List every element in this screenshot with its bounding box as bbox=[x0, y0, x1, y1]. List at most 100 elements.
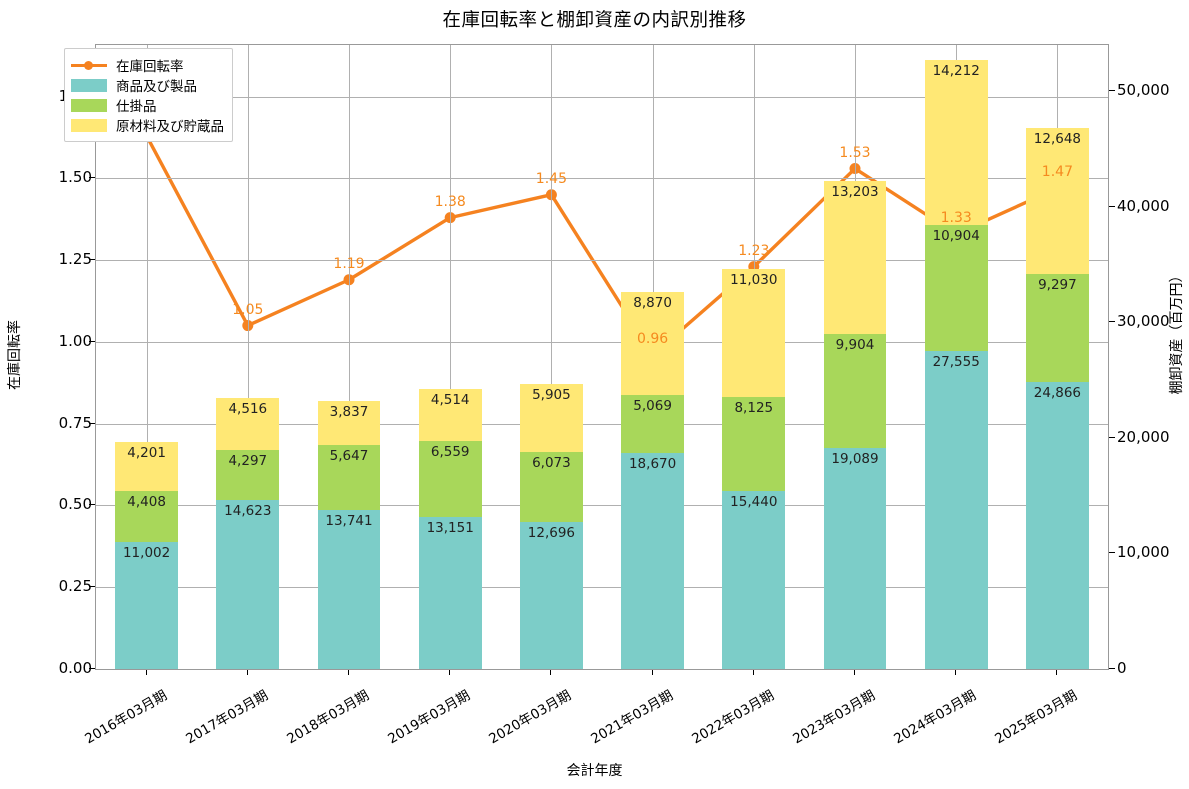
bar-value-label: 11,002 bbox=[122, 544, 171, 561]
bar-value-label: 18,670 bbox=[628, 456, 677, 473]
bar-value-label: 8,125 bbox=[734, 399, 774, 416]
bar-value-label: 5,647 bbox=[329, 447, 369, 464]
color-swatch-icon bbox=[71, 78, 107, 92]
bar-segment[interactable] bbox=[621, 394, 684, 454]
tick-mark bbox=[854, 670, 855, 675]
bar-value-label: 4,201 bbox=[127, 445, 166, 462]
tick-mark bbox=[348, 670, 349, 675]
legend-label: 仕掛品 bbox=[116, 99, 157, 115]
line-value-label: 1.53 bbox=[839, 144, 871, 161]
bar-value-label: 4,514 bbox=[430, 392, 470, 409]
bar-value-label: 10,904 bbox=[932, 227, 980, 244]
bar-segment[interactable] bbox=[520, 383, 583, 453]
legend-item-ratio[interactable]: 在庫回転率 bbox=[71, 55, 224, 75]
ratio-line bbox=[147, 136, 1058, 355]
legend-item-merchandise[interactable]: 商品及び製品 bbox=[71, 75, 224, 95]
tick-mark bbox=[1109, 321, 1115, 323]
x-axis-tick-label: 2017年03月期 bbox=[183, 687, 271, 748]
x-axis-tick-label: 2018年03月期 bbox=[284, 687, 372, 748]
grid-line bbox=[96, 96, 1108, 98]
bar-value-label: 14,212 bbox=[932, 63, 980, 80]
bar-segment[interactable] bbox=[722, 396, 786, 491]
bar-segment[interactable] bbox=[722, 269, 786, 397]
bar-value-label: 4,408 bbox=[127, 493, 166, 510]
bar-segment[interactable] bbox=[520, 522, 583, 669]
tick-mark bbox=[1109, 205, 1115, 207]
bar-value-label: 3,837 bbox=[329, 403, 369, 420]
y-axis-left-tick: 1.25 bbox=[58, 250, 92, 269]
tick-mark bbox=[1109, 668, 1115, 669]
bar-value-label: 15,440 bbox=[730, 493, 778, 510]
color-swatch-icon bbox=[71, 98, 107, 112]
tick-mark bbox=[89, 668, 95, 669]
y-axis-left-tick: 0.75 bbox=[58, 413, 92, 432]
bar-segment[interactable] bbox=[621, 453, 684, 669]
bar-segment[interactable] bbox=[520, 452, 583, 523]
tick-mark bbox=[145, 670, 147, 675]
y-axis-right-tick: 30,000 bbox=[1117, 312, 1170, 331]
y-axis-right-tick: 40,000 bbox=[1117, 196, 1170, 215]
legend-label: 在庫回転率 bbox=[116, 59, 184, 75]
legend-label: 商品及び製品 bbox=[116, 79, 197, 95]
bar-segment[interactable] bbox=[823, 181, 887, 334]
bar-value-label: 9,904 bbox=[835, 336, 875, 353]
bar-value-label: 6,073 bbox=[532, 455, 571, 472]
x-axis-label: 会計年度 bbox=[566, 763, 623, 779]
y-axis-right-tick: 50,000 bbox=[1117, 81, 1170, 100]
x-axis-tick-label: 2021年03月期 bbox=[587, 687, 676, 748]
bar-segment[interactable] bbox=[317, 400, 381, 445]
bar-value-label: 9,297 bbox=[1038, 277, 1077, 294]
bar-segment[interactable] bbox=[317, 510, 381, 669]
bar-segment[interactable] bbox=[317, 444, 381, 511]
grid-line bbox=[96, 423, 1108, 425]
bar-value-label: 4,297 bbox=[228, 453, 268, 470]
line-marker-icon bbox=[71, 59, 107, 72]
bar-value-label: 13,741 bbox=[325, 513, 373, 530]
bar-segment[interactable] bbox=[418, 389, 482, 442]
line-value-label: 1.45 bbox=[535, 170, 567, 187]
bar-segment[interactable] bbox=[924, 60, 988, 225]
tick-mark bbox=[449, 670, 451, 675]
bar-value-label: 12,648 bbox=[1033, 131, 1082, 148]
bar-segment[interactable] bbox=[621, 292, 684, 395]
bar-segment[interactable] bbox=[722, 490, 786, 669]
bar-segment[interactable] bbox=[216, 500, 280, 669]
bar-segment[interactable] bbox=[115, 541, 178, 669]
y-axis-left-tick: 0.25 bbox=[58, 577, 92, 596]
legend-item-wip[interactable]: 仕掛品 bbox=[71, 95, 224, 115]
legend-item-materials[interactable]: 原材料及び貯蔵品 bbox=[71, 115, 224, 135]
tick-mark bbox=[89, 177, 95, 179]
bar-segment[interactable] bbox=[1026, 274, 1089, 382]
bar-segment[interactable] bbox=[115, 490, 178, 542]
bar-segment[interactable] bbox=[1026, 381, 1089, 669]
bar-value-label: 14,623 bbox=[224, 503, 272, 520]
tick-mark bbox=[955, 670, 957, 675]
bar-segment[interactable] bbox=[115, 442, 178, 491]
y-axis-left-tick: 1.00 bbox=[58, 331, 92, 350]
bar-segment[interactable] bbox=[1026, 128, 1089, 275]
bar-segment[interactable] bbox=[924, 224, 988, 351]
bar-segment[interactable] bbox=[823, 333, 887, 449]
bar-segment[interactable] bbox=[924, 350, 988, 669]
tick-mark bbox=[1109, 552, 1115, 554]
x-axis-tick-label: 2016年03月期 bbox=[81, 687, 170, 748]
bar-value-label: 13,151 bbox=[426, 520, 474, 537]
bar-value-label: 19,089 bbox=[831, 451, 879, 468]
tick-mark bbox=[651, 670, 653, 675]
bar-segment[interactable] bbox=[418, 517, 482, 669]
bar-segment[interactable] bbox=[418, 441, 482, 518]
grid-line bbox=[247, 45, 249, 669]
grid-line bbox=[450, 45, 452, 669]
grid-line bbox=[96, 341, 1108, 343]
bar-segment[interactable] bbox=[823, 448, 887, 669]
grid-line bbox=[96, 587, 1108, 589]
x-axis-tick-label: 2022年03月期 bbox=[689, 687, 777, 748]
tick-mark bbox=[89, 504, 95, 506]
line-value-label: 0.96 bbox=[637, 330, 669, 347]
bar-value-label: 4,516 bbox=[228, 401, 268, 418]
chart-title: 在庫回転率と棚卸資産の内訳別推移 bbox=[442, 10, 747, 31]
bar-segment[interactable] bbox=[216, 398, 280, 451]
grid-line bbox=[96, 178, 1108, 180]
bar-segment[interactable] bbox=[216, 450, 280, 500]
line-value-label: 1.38 bbox=[434, 193, 466, 210]
